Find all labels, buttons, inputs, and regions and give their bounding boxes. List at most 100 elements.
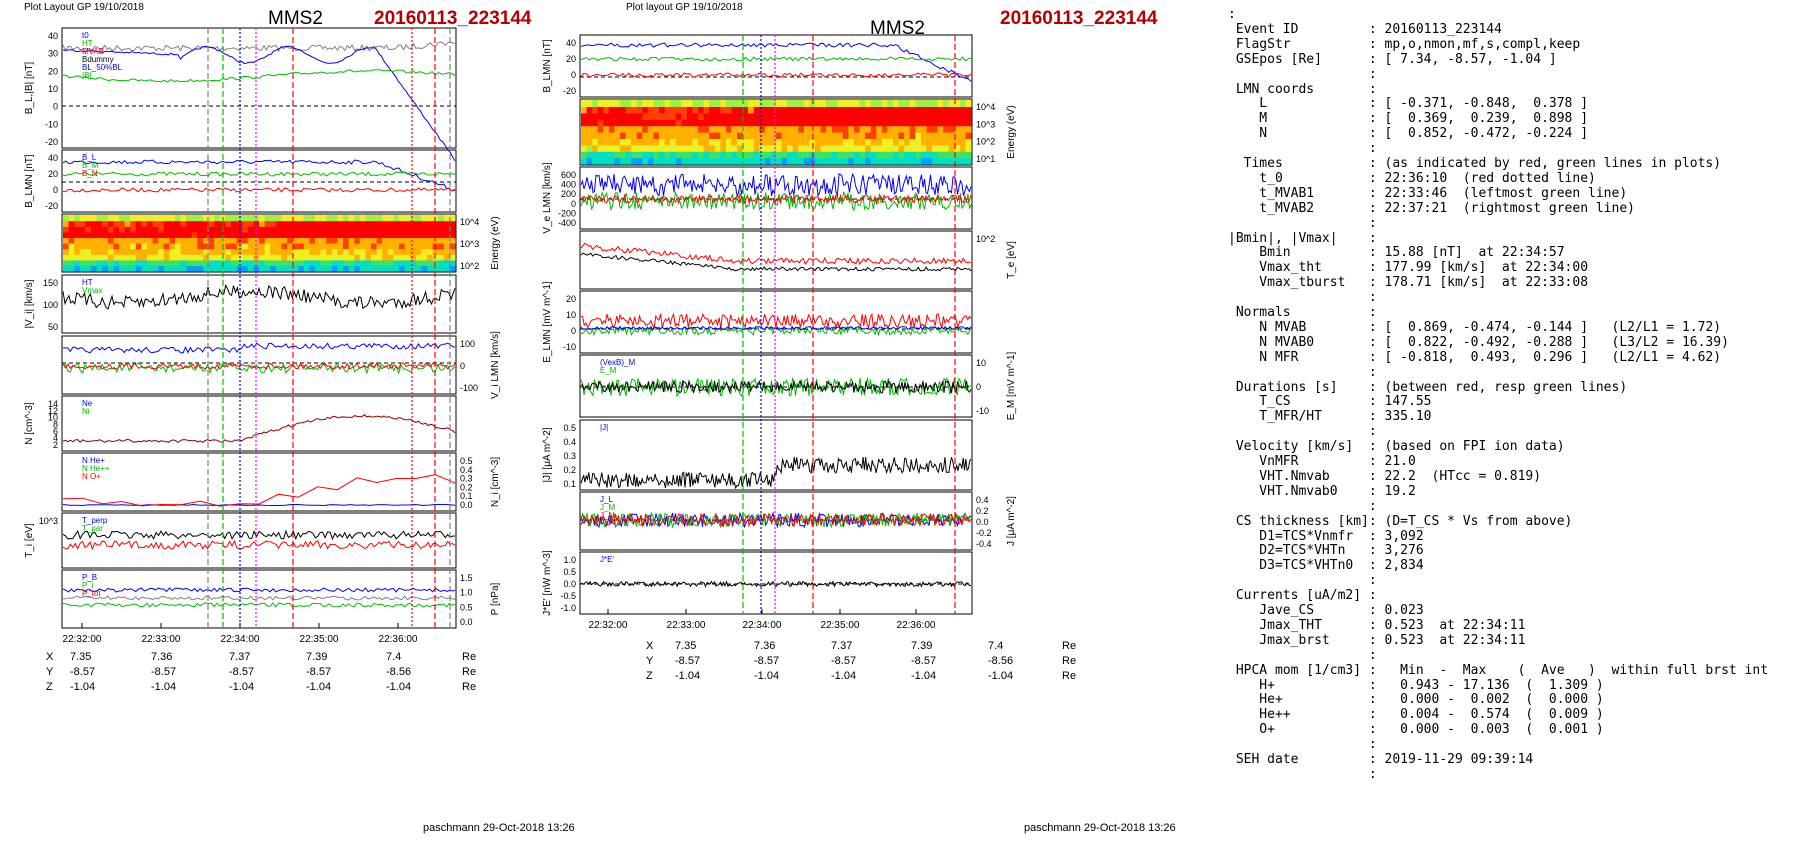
summary-line: : (1228, 737, 1377, 753)
tick-label: -20 (563, 86, 576, 96)
tick-label: 10 (48, 84, 58, 94)
tick-label: 10^2 (976, 234, 995, 244)
time-tick-label: 22:33:00 (142, 634, 181, 645)
axis-label-j: |J| [μA m^-2] (542, 427, 553, 482)
tick-label: 0.0 (460, 500, 473, 510)
summary-line: : (1228, 7, 1236, 22)
series-line-ni-0 (62, 503, 456, 507)
panel-frame-n (61, 395, 457, 452)
tick-label: 10 (976, 358, 986, 368)
position-value: -8.56 (386, 666, 412, 678)
summary-line: |Bmin|, |Vmax| : (1228, 230, 1377, 246)
tick-label: -0.5 (560, 591, 576, 601)
tick-label: 4 (53, 433, 58, 443)
position-value: 7.35 (675, 640, 697, 652)
tick-label: 20 (566, 54, 576, 64)
axis-label-blmn: B_LMN [nT] (542, 39, 553, 93)
panel-frame-te (579, 230, 973, 290)
spectrogram-spec (63, 215, 456, 272)
tick-label: 600 (561, 170, 576, 180)
tick-label: 0.0 (460, 617, 473, 627)
position-value: 7.37 (831, 640, 853, 652)
summary-line: Vmax_tburst : 178.71 [km/s] at 22:33:08 (1228, 275, 1589, 291)
axis-label-p: P [nPa] (490, 582, 501, 615)
series-line-p-2 (62, 595, 456, 601)
legend-entry: |B| (82, 71, 92, 80)
middle-mms-title: MMS2 (870, 18, 925, 39)
position-unit: Re (1062, 655, 1077, 667)
tick-label: 10^4 (460, 217, 479, 227)
position-value: -1.04 (306, 681, 332, 693)
summary-line: N MFR : [ -0.818, 0.493, 0.296 ] (L2/L1 … (1228, 349, 1722, 365)
series-line-blmn-0 (580, 42, 972, 82)
spectrogram-spec (581, 100, 972, 165)
tick-label: 10 (48, 413, 58, 423)
tick-label: 0.5 (460, 602, 473, 612)
position-axis-y: Y (646, 655, 654, 667)
series-line-ti-0 (62, 529, 456, 541)
summary-line: : (1228, 424, 1377, 440)
axis-label-blmn: B_LMN [nT] (24, 154, 35, 208)
panel-frame-spec (579, 98, 973, 166)
tick-label: 0.5 (563, 423, 576, 433)
tick-label: 14 (48, 399, 58, 409)
tick-label: 0.2 (976, 506, 989, 516)
axis-label-e: E_LMN [mV m^-1] (542, 281, 553, 363)
position-value: -8.56 (988, 655, 1014, 667)
tick-label: 10^2 (460, 261, 479, 271)
position-unit: Re (1062, 670, 1077, 682)
tick-label: -0.2 (976, 528, 992, 538)
panel-frame-je (579, 551, 973, 615)
tick-label: -400 (558, 218, 576, 228)
tick-label: 10^2 (976, 137, 995, 147)
time-tick-label: 22:34:00 (743, 620, 782, 631)
time-tick-label: 22:35:00 (821, 620, 860, 631)
summary-line: N : [ 0.852, -0.472, -0.224 ] (1228, 126, 1589, 142)
tick-label: 100 (460, 339, 475, 349)
axis-label-bl: B_L,|B| [nT] (24, 62, 35, 115)
series-line-ni-1 (62, 474, 456, 507)
summary-line: : (1228, 66, 1377, 82)
legend-entry: B_N (82, 169, 98, 178)
panel-frame-blmn (579, 34, 973, 98)
series-line-ti-1 (62, 539, 456, 551)
tick-label: 0.4 (563, 437, 576, 447)
tick-label: -10 (45, 119, 58, 129)
panel-frame-ni (61, 452, 457, 512)
time-tick-label: 22:36:00 (379, 634, 418, 645)
summary-line: GSEpos [Re] : [ 7.34, -8.57, -1.04 ] (1228, 51, 1557, 67)
tick-label: 6 (53, 426, 58, 436)
legend-entry: Ne (82, 399, 93, 408)
summary-line: Jmax_brst : 0.523 at 22:34:11 (1228, 632, 1526, 648)
legend-entry: B_M (82, 161, 99, 170)
tick-label: 0.4 (460, 465, 473, 475)
panel-frame-em (579, 354, 973, 418)
summary-line: T_MFR/HT : 335.10 (1228, 409, 1432, 425)
panel-frame-e (579, 290, 973, 354)
summary-line: t_MVAB2 : 22:37:21 (rightmost green line… (1228, 200, 1635, 216)
tick-label: 40 (566, 38, 576, 48)
axis-label-je: J*E' [nW m^-3] (542, 550, 553, 616)
legend-entry: T_perp (82, 516, 108, 525)
tick-label: 20 (48, 66, 58, 76)
tick-label: 200 (561, 189, 576, 199)
summary-line: Times : (as indicated by red, green line… (1228, 156, 1722, 171)
series-line-vilmn-1 (62, 361, 456, 375)
axis-label-spec: Energy (eV) (490, 216, 501, 269)
tick-label: 0.1 (460, 491, 473, 501)
axis-label-vilmn: V_i LMN [km/s] (490, 331, 501, 399)
series-line-vi-0 (62, 283, 456, 310)
summary-line: CS thickness [km]: (D=T_CS * Vs from abo… (1228, 513, 1573, 529)
series-line-blmn-0 (62, 159, 456, 192)
series-line-blmn-1 (62, 171, 456, 177)
time-tick-label: 22:36:00 (897, 620, 936, 631)
tick-label: 40 (48, 153, 58, 163)
middle-event-title: 20160113_223144 (1000, 8, 1158, 29)
summary-line: Vmax_tht : 177.99 [km/s] at 22:34:00 (1228, 260, 1589, 276)
legend-entry: J*E' (600, 555, 614, 564)
tick-label: 30 (48, 49, 58, 59)
summary-line: : (1228, 290, 1377, 306)
summary-line: He++ : 0.004 - 0.574 ( 0.009 ) (1228, 707, 1604, 723)
